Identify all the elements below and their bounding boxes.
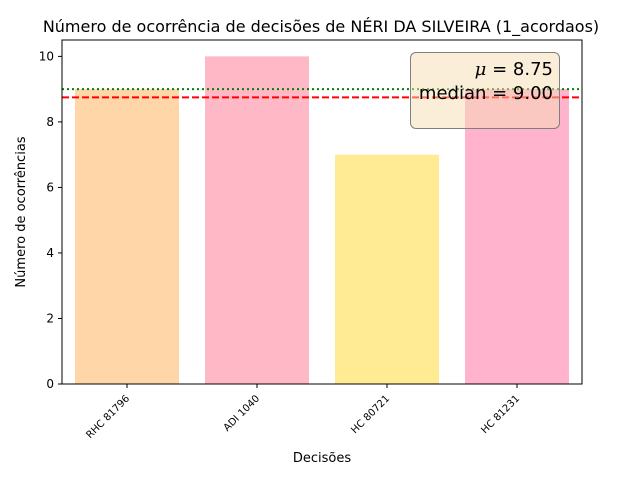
y-tick-label: 10 [39, 49, 54, 63]
bar [335, 154, 439, 384]
y-tick-label: 6 [46, 180, 54, 194]
x-tick-label: RHC 81796 [84, 393, 132, 441]
y-tick-label: 2 [46, 311, 54, 325]
median-annotation: median = 9.00 [418, 83, 553, 104]
mean-value: = 8.75 [492, 59, 553, 80]
y-axis: 0 2 4 6 8 10 [39, 49, 62, 391]
plot-frame [61, 39, 583, 385]
y-tick-label: 4 [46, 246, 54, 260]
bar [465, 89, 569, 385]
x-tick-label: HC 81231 [479, 393, 522, 436]
y-axis-label: Número de ocorrências [14, 136, 29, 287]
x-tick-label: HC 80721 [349, 393, 392, 436]
x-axis: RHC 81796 ADI 1040 HC 80721 HC 81231 [84, 384, 522, 441]
mean-symbol: μ [474, 59, 487, 80]
bars-layer [75, 56, 569, 385]
bar [75, 89, 179, 385]
bar [205, 56, 309, 384]
y-tick-label: 0 [46, 377, 54, 391]
stats-annotation-box: μ = 8.75 median = 9.00 [410, 52, 560, 129]
chart-title: Número de ocorrência de decisões de NÉRI… [43, 17, 599, 37]
x-tick-label: ADI 1040 [222, 393, 262, 433]
x-axis-label: Decisões [293, 451, 351, 466]
y-tick-label: 8 [46, 115, 54, 129]
mean-annotation: μ = 8.75 [411, 58, 553, 82]
